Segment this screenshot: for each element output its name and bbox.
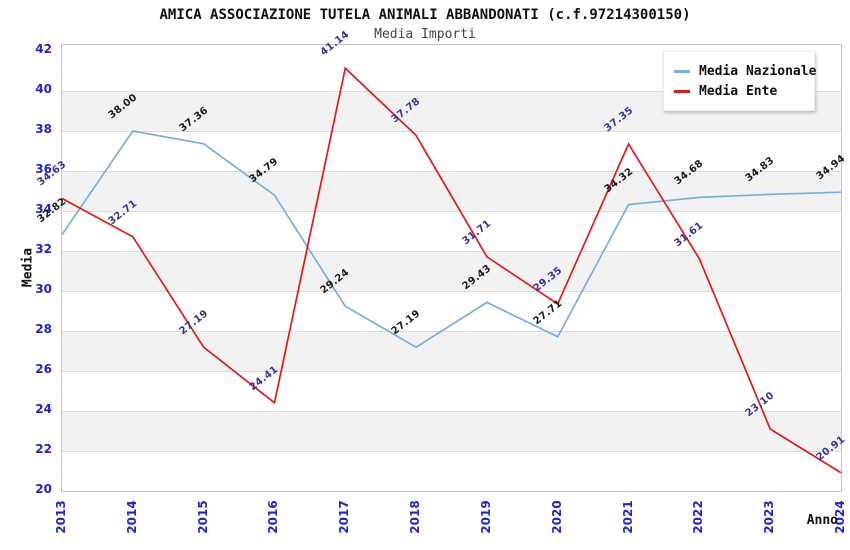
y-tick-label: 26 xyxy=(35,362,52,376)
y-tick-label: 30 xyxy=(35,282,52,296)
gridline xyxy=(62,451,841,452)
x-tick-label: 2022 xyxy=(691,500,706,534)
gridline xyxy=(62,331,841,332)
x-tick-label: 2021 xyxy=(620,500,635,534)
y-tick-label: 40 xyxy=(35,82,52,96)
y-tick-label: 24 xyxy=(35,402,52,416)
y-tick-label: 22 xyxy=(35,442,52,456)
gridline xyxy=(62,131,841,132)
legend-label: Media Ente xyxy=(699,83,778,99)
legend: Media Nazionale Media Ente xyxy=(663,51,817,111)
x-tick-label: 2015 xyxy=(195,500,210,534)
gridline xyxy=(62,371,841,372)
series-line-media-ente xyxy=(62,66,841,474)
x-tick-label: 2020 xyxy=(549,500,564,534)
legend-item-media-ente: Media Ente xyxy=(674,81,814,101)
y-tick-label: 38 xyxy=(35,122,52,136)
series-lines xyxy=(62,66,841,474)
y-tick-label: 32 xyxy=(35,242,52,256)
legend-item-media-nazionale: Media Nazionale xyxy=(674,61,817,81)
y-tick-label: 20 xyxy=(35,482,52,496)
legend-swatch-icon xyxy=(674,69,690,73)
x-tick-label: 2018 xyxy=(408,500,423,534)
legend-label: Media Nazionale xyxy=(699,63,817,79)
gridline xyxy=(62,251,841,252)
y-tick-label: 36 xyxy=(35,162,52,176)
y-axis-title: Media xyxy=(20,247,36,288)
background-band xyxy=(62,251,841,291)
x-tick-label: 2017 xyxy=(337,500,352,534)
x-axis-title: Anno xyxy=(806,513,838,528)
x-tick-label: 2019 xyxy=(478,500,493,534)
chart-title: AMICA ASSOCIAZIONE TUTELA ANIMALI ABBAND… xyxy=(159,7,691,23)
gridline xyxy=(62,91,841,92)
chart-subtitle: Media Importi xyxy=(374,27,476,42)
background-band xyxy=(62,331,841,371)
x-tick-label: 2023 xyxy=(762,500,777,534)
x-tick-label: 2016 xyxy=(266,500,281,534)
legend-swatch-icon xyxy=(674,89,690,93)
gridline xyxy=(62,291,841,292)
gridline xyxy=(62,171,841,172)
y-tick-label: 42 xyxy=(35,42,52,56)
y-tick-label: 28 xyxy=(35,322,52,336)
gridline xyxy=(62,411,841,412)
x-tick-label: 2014 xyxy=(124,500,139,534)
background-band xyxy=(62,171,841,211)
y-tick-label: 34 xyxy=(35,202,52,216)
series-line-media-nazionale xyxy=(62,130,841,349)
gridline xyxy=(62,211,841,212)
background-band xyxy=(62,411,841,451)
x-tick-label: 2013 xyxy=(54,500,68,534)
plot-area xyxy=(61,44,842,492)
